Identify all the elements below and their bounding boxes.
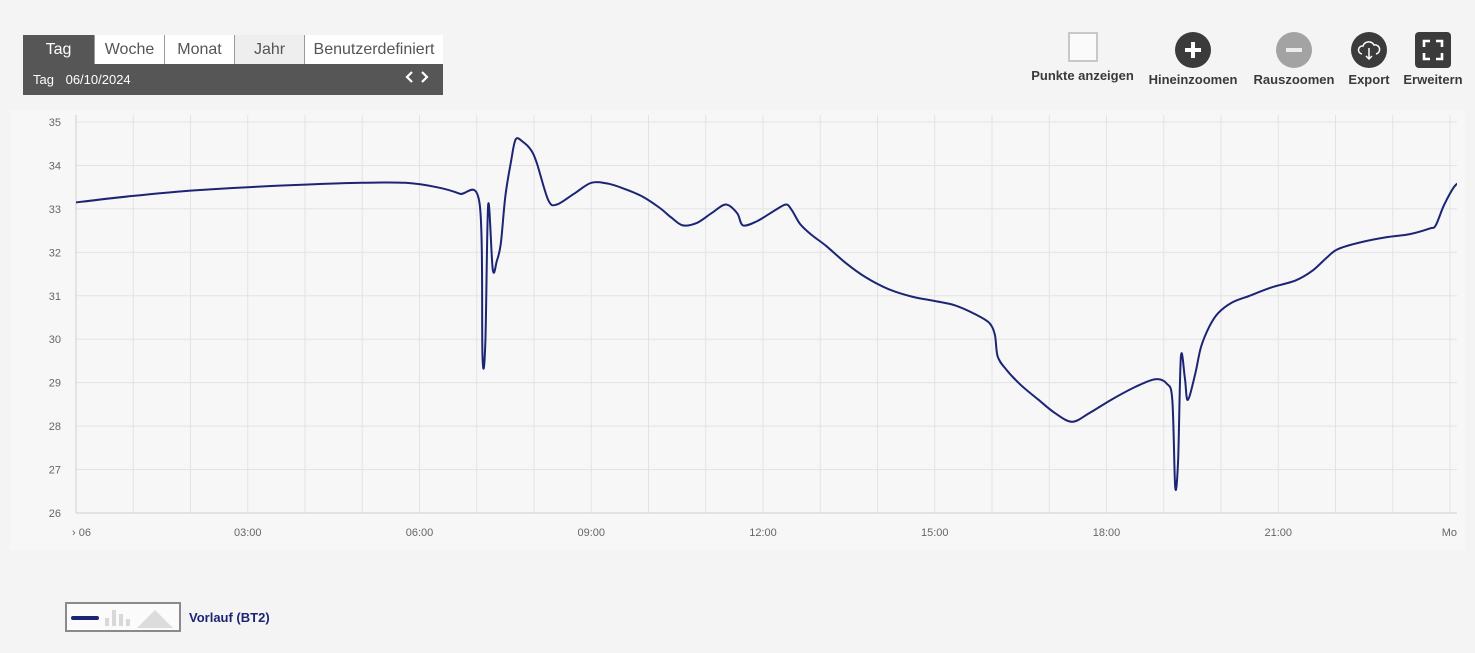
- area-type-icon: [137, 610, 173, 628]
- date-navigation: [404, 70, 430, 84]
- series-line-vorlauf-bt2[interactable]: [76, 137, 1475, 491]
- expand-button[interactable]: Erweitern: [1402, 32, 1464, 87]
- legend: Vorlauf (BT2): [65, 602, 270, 632]
- zoom-in-label: Hineinzoomen: [1148, 72, 1238, 87]
- legend-series-label: Vorlauf (BT2): [189, 609, 270, 625]
- minus-icon: [1276, 32, 1312, 68]
- y-tick-label: 34: [49, 160, 61, 172]
- y-tick-label: 33: [49, 204, 61, 216]
- tab-day[interactable]: Tag: [23, 35, 95, 64]
- chevron-left-icon[interactable]: [404, 70, 414, 84]
- show-points-label: Punkte anzeigen: [1031, 68, 1134, 83]
- chart-background: [10, 110, 1465, 550]
- fullscreen-icon: [1415, 32, 1451, 68]
- y-tick-label: 31: [49, 291, 61, 303]
- y-tick-label: 28: [49, 421, 61, 433]
- export-button[interactable]: Export: [1346, 32, 1392, 87]
- period-selector: Tag Woche Monat Jahr Benutzerdefiniert T…: [23, 35, 443, 95]
- zoom-out-button[interactable]: Rauszoomen: [1252, 32, 1336, 87]
- current-date: 06/10/2024: [65, 72, 131, 87]
- x-tick-label: 12:00: [749, 527, 777, 539]
- show-points-checkbox[interactable]: [1067, 32, 1098, 62]
- series-type-icons: [71, 610, 173, 628]
- y-tick-label: 27: [49, 465, 61, 477]
- period-tabs: Tag Woche Monat Jahr Benutzerdefiniert: [23, 35, 443, 64]
- x-tick-label: 18:00: [1093, 527, 1121, 539]
- tab-year[interactable]: Jahr: [235, 35, 305, 64]
- x-tick-label: › 06: [72, 527, 91, 539]
- tab-custom[interactable]: Benutzerdefiniert: [305, 35, 443, 64]
- x-tick-label: 21:00: [1264, 527, 1292, 539]
- grid: [75, 115, 1457, 514]
- cloud-download-icon: [1351, 32, 1387, 68]
- range-label: Tag: [33, 72, 54, 87]
- x-tick-label: 06:00: [406, 527, 434, 539]
- export-label: Export: [1348, 72, 1390, 87]
- expand-label: Erweitern: [1403, 72, 1463, 87]
- tab-month[interactable]: Monat: [165, 35, 235, 64]
- line-type-icon: [71, 616, 99, 620]
- x-tick-label: 03:00: [234, 527, 262, 539]
- x-tick-label: 15:00: [921, 527, 949, 539]
- zoom-in-button[interactable]: Hineinzoomen: [1147, 32, 1239, 87]
- y-tick-label: 30: [49, 334, 61, 346]
- plus-icon: [1175, 32, 1211, 68]
- x-tick-label: 09:00: [577, 527, 605, 539]
- line-chart[interactable]: 26 27 28 29 30 31 32 33 34 35 › 06 03:00 06:00 09:00 1…: [0, 110, 1475, 550]
- date-row: Tag 06/10/2024: [33, 72, 139, 87]
- x-tick-label: Mo: [1442, 527, 1457, 539]
- chevron-right-icon[interactable]: [420, 70, 430, 84]
- chart-area: 26 27 28 29 30 31 32 33 34 35 › 06 03:00 06:00 09:00 1…: [0, 110, 1475, 550]
- y-tick-label: 32: [49, 247, 61, 259]
- bar-type-icon: [105, 618, 109, 626]
- y-tick-label: 26: [49, 508, 61, 520]
- axes: 26 27 28 29 30 31 32 33 34 35 › 06 03:00 06:00 09:00 1…: [49, 115, 1457, 539]
- tab-week[interactable]: Woche: [95, 35, 165, 64]
- show-points-toggle[interactable]: Punkte anzeigen: [1030, 32, 1135, 83]
- zoom-out-label: Rauszoomen: [1253, 72, 1335, 87]
- series-layer: [76, 137, 1475, 491]
- y-tick-label: 35: [49, 117, 61, 129]
- legend-series-toggle[interactable]: [65, 602, 181, 632]
- y-tick-label: 29: [49, 378, 61, 390]
